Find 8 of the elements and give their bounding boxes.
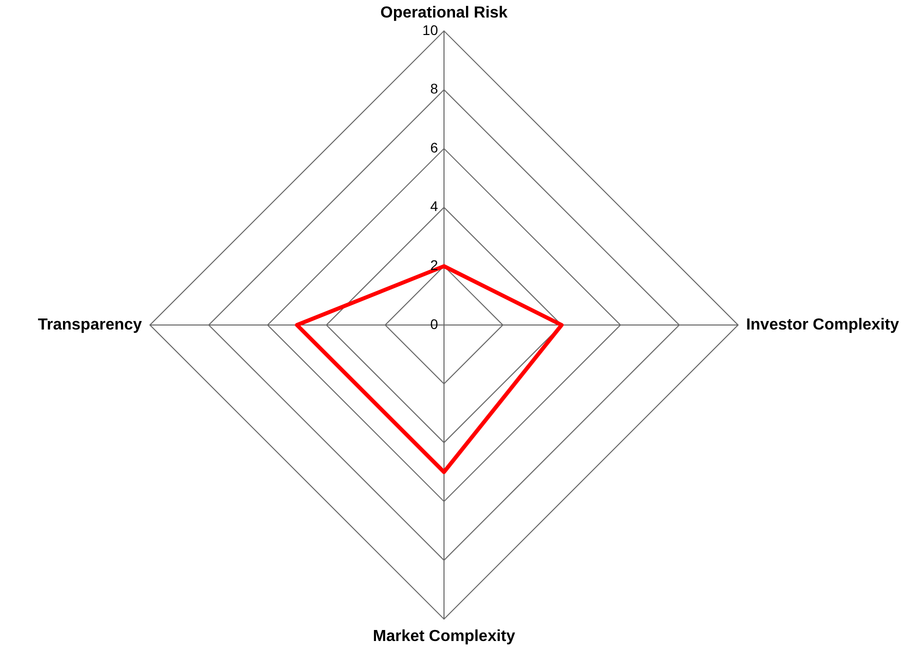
y-tick-label: 6 (430, 139, 438, 156)
spoke-label: Operational Risk (380, 4, 508, 22)
spoke-label: Investor Complexity (746, 316, 900, 334)
y-tick-label: 10 (422, 22, 438, 38)
spoke-label: Market Complexity (372, 628, 516, 646)
spoke-label: Transparency (38, 316, 142, 334)
y-tick-label: 4 (430, 198, 438, 214)
y-tick-label: 8 (430, 80, 438, 97)
